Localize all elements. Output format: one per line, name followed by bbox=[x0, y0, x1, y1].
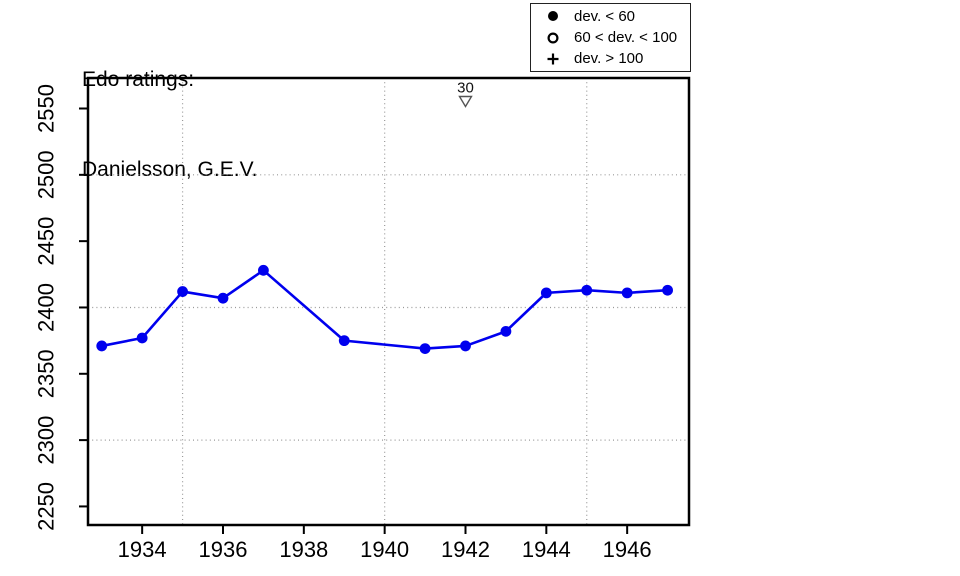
rating-point bbox=[621, 287, 633, 299]
filled-circle-icon bbox=[546, 9, 560, 23]
y-tick-label: 2350 bbox=[34, 349, 59, 398]
x-tick-label: 1942 bbox=[441, 537, 490, 562]
x-tick-label: 1944 bbox=[522, 537, 571, 562]
chart-title-line1: Edo ratings: bbox=[82, 68, 195, 91]
rating-point bbox=[540, 287, 552, 299]
rating-point bbox=[338, 335, 350, 347]
legend-item-dev-lt-60: dev. < 60 bbox=[531, 7, 690, 25]
x-tick-label: 1936 bbox=[199, 537, 248, 562]
x-tick-label: 1940 bbox=[360, 537, 409, 562]
rating-point bbox=[96, 340, 108, 352]
y-tick-label: 2250 bbox=[34, 482, 59, 531]
y-tick-label: 2300 bbox=[34, 416, 59, 465]
x-tick-label: 1946 bbox=[603, 537, 652, 562]
rating-point bbox=[419, 343, 431, 354]
x-tick-label: 1938 bbox=[279, 537, 328, 562]
rating-point bbox=[460, 340, 471, 352]
plus-icon bbox=[546, 52, 560, 66]
open-circle-icon bbox=[546, 31, 560, 45]
rating-point bbox=[217, 292, 229, 304]
x-tick-label: 1934 bbox=[118, 537, 167, 562]
rating-point bbox=[500, 325, 512, 337]
legend-item-label: dev. > 100 bbox=[574, 50, 644, 68]
legend-item-label: dev. < 60 bbox=[574, 7, 636, 25]
legend-item-dev-gt-100: dev. > 100 bbox=[531, 50, 690, 68]
plot-border bbox=[86, 76, 691, 527]
y-tick-label: 2400 bbox=[34, 283, 59, 332]
y-tick-label: 2550 bbox=[34, 84, 59, 133]
rating-point bbox=[177, 286, 188, 297]
rating-point bbox=[258, 264, 269, 276]
legend-item-dev-60-100: 60 < dev. < 100 bbox=[531, 29, 690, 47]
event-marker-label: 30 bbox=[457, 80, 474, 97]
y-tick-label: 2450 bbox=[34, 217, 59, 266]
rating-point bbox=[581, 284, 593, 296]
rating-point bbox=[136, 332, 148, 344]
event-marker-triangle bbox=[458, 95, 473, 108]
legend: dev. < 60 60 < dev. < 100 dev. > 100 bbox=[530, 3, 691, 72]
legend-item-label: 60 < dev. < 100 bbox=[574, 29, 678, 46]
rating-point bbox=[662, 284, 673, 296]
y-tick-label: 2500 bbox=[34, 150, 59, 199]
